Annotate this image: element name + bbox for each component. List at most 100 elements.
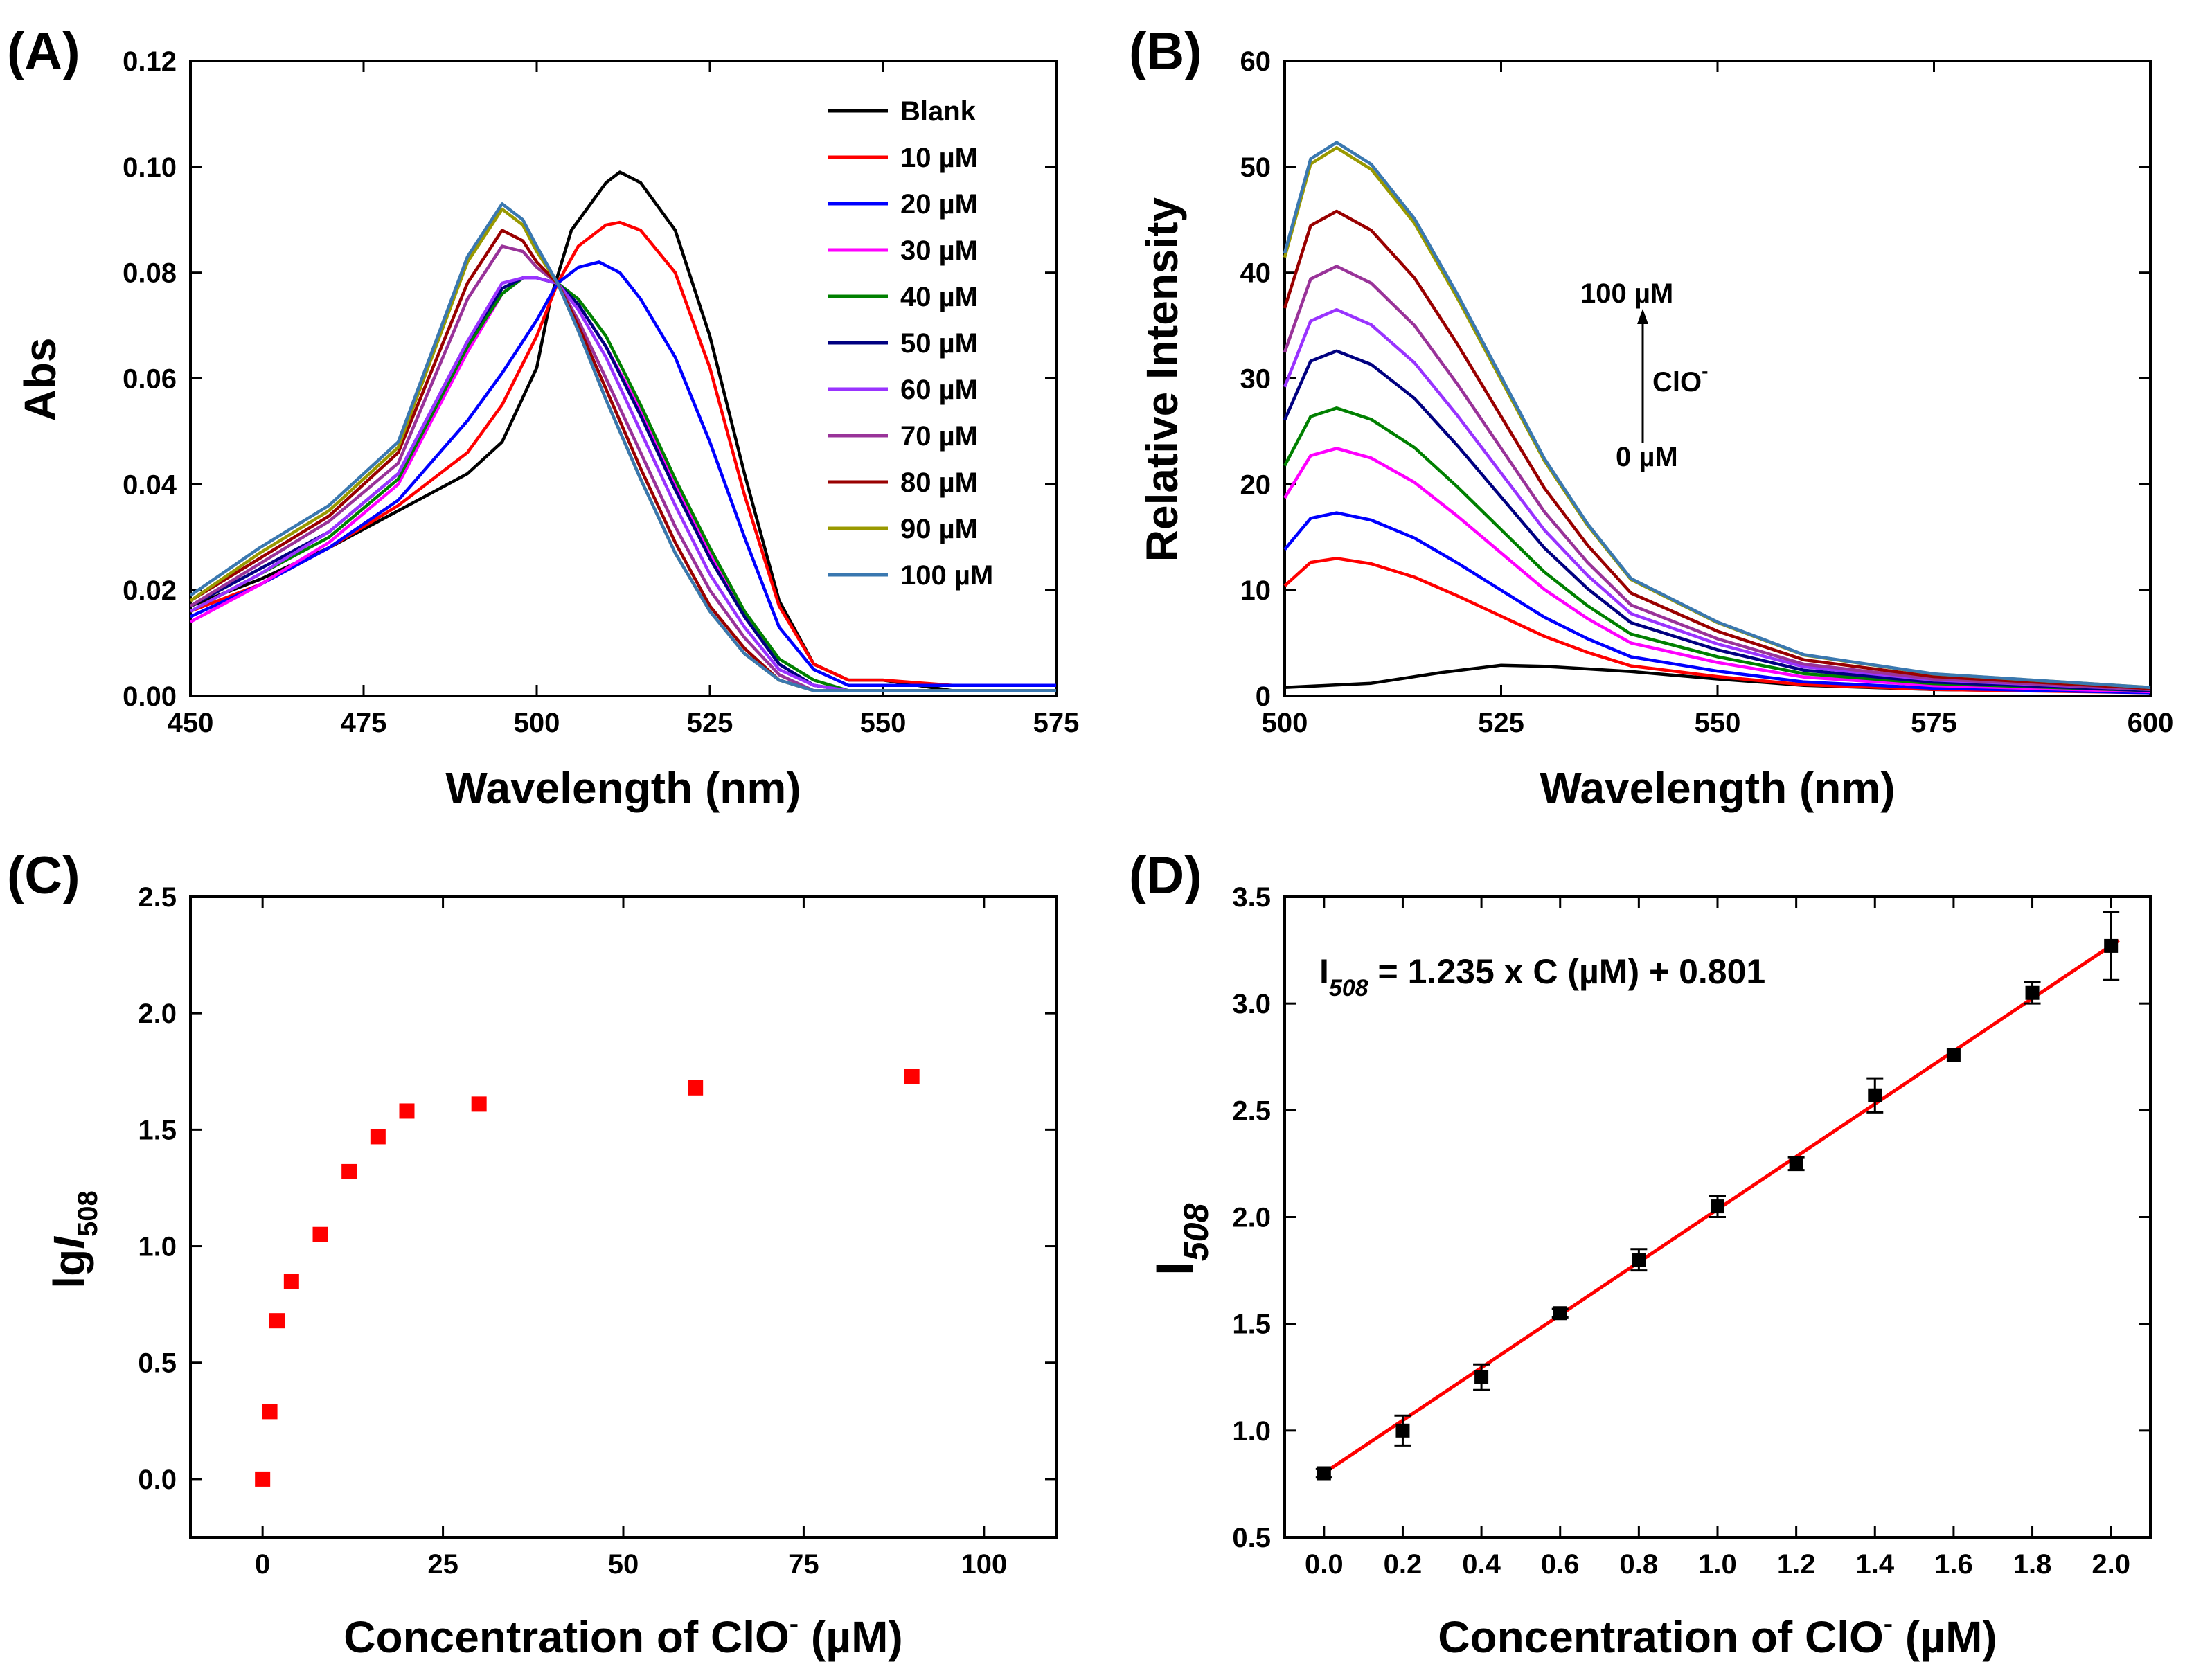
panel-b-series-line <box>1283 146 2151 690</box>
panel-c-point <box>370 1129 386 1145</box>
panel-a-ytick-label: 0.10 <box>123 152 177 183</box>
panel-c-points <box>255 1069 920 1487</box>
panel-a-ytick-label: 0.12 <box>123 46 177 77</box>
panel-d-ticks: 0.0 0.2 0.4 0.6 0.8 1.0 1.2 1.4 1.6 1.8 2.0 0.5 1.0 1… <box>1232 882 2150 1580</box>
panel-c-point <box>283 1274 299 1289</box>
panel-a-ytick-label: 0.06 <box>123 364 177 395</box>
panel-c-frame <box>189 895 1058 1539</box>
panel-b-series-line <box>1283 307 2151 692</box>
panel-a-series-line <box>189 202 1056 692</box>
panel-c-ytick-label: 0.5 <box>138 1348 177 1379</box>
panel-c-point <box>904 1069 920 1084</box>
panel-c-ylabel: lgI508 <box>44 1190 103 1288</box>
panel-c-point <box>688 1080 704 1096</box>
panel-b-xtick-label: 550 <box>1695 708 1741 738</box>
annotation-middle: ClO- <box>1652 360 1708 397</box>
panel-c-ytick-label: 1.0 <box>138 1232 177 1262</box>
annotation-arrow-head-icon <box>1637 309 1648 324</box>
panel-b: (B) 500 525 550 575 600 0 10 20 30 40 50 60 Wavelen… <box>1129 22 2173 813</box>
panel-d-point <box>2025 985 2040 1000</box>
legend-entry: Blank <box>900 96 976 127</box>
panel-b-series-line <box>1283 265 2151 692</box>
panel-a: (A) 450 475 500 525 550 575 0.00 0.02 0.04 0.06 0.… <box>7 22 1079 813</box>
panel-c-ytick-label: 1.5 <box>138 1115 177 1145</box>
panel-b-series-line <box>1283 511 2151 695</box>
legend-entry: 10 µM <box>900 143 978 173</box>
panel-d-xtick-label: 0.0 <box>1305 1549 1344 1580</box>
panel-d-ytick-label: 3.0 <box>1232 989 1271 1019</box>
panel-d-label: (D) <box>1129 846 1202 905</box>
panel-a-ytick-label: 0.08 <box>123 258 177 289</box>
panel-b-ytick-label: 0 <box>1256 681 1271 712</box>
panel-b-series-line <box>1283 349 2151 692</box>
panel-d-xtick-label: 1.4 <box>1855 1549 1894 1580</box>
panel-c-xtick-label: 0 <box>255 1549 270 1580</box>
panel-d-xtick-label: 1.8 <box>2013 1549 2052 1580</box>
panel-c-point <box>399 1103 415 1119</box>
panel-c-label: (C) <box>7 846 80 905</box>
legend-entry: 70 µM <box>900 421 978 452</box>
panel-b-series-line <box>1283 209 2151 690</box>
panel-a-xtick-label: 500 <box>514 708 560 738</box>
panel-b-series-line <box>1283 447 2151 694</box>
panel-d-ylabel: I508 <box>1145 1204 1215 1276</box>
panel-d-ytick-label: 1.5 <box>1232 1310 1271 1340</box>
panel-d-equation: I508 = 1.235 x C (µM) + 0.801 <box>1319 952 1765 1001</box>
panel-d-ytick-label: 2.5 <box>1232 1096 1271 1126</box>
panel-d-points <box>1315 911 2120 1481</box>
panel-d-xtick-label: 1.2 <box>1777 1549 1816 1580</box>
panel-c-point <box>341 1163 357 1179</box>
panel-b-series <box>1283 141 2151 695</box>
panel-b-ytick-label: 20 <box>1240 470 1272 500</box>
panel-a-series-line <box>190 260 1056 687</box>
panel-c-point <box>262 1404 278 1420</box>
panel-a-xtick-label: 575 <box>1033 708 1080 738</box>
panel-b-xtick-label: 525 <box>1478 708 1524 738</box>
panel-a-ytick-label: 0.04 <box>123 470 177 500</box>
panel-d-point <box>1317 1466 1331 1481</box>
legend-entry: 40 µM <box>900 282 978 312</box>
legend-entry: 20 µM <box>900 189 978 220</box>
panel-a-series-line <box>189 276 1056 692</box>
panel-a-ticks: 450 475 500 525 550 575 0.00 0.02 0.04 0.06 0.08 0.… <box>123 46 1079 738</box>
legend-entry: 90 µM <box>900 514 978 544</box>
panel-a-xtick-label: 475 <box>341 708 387 738</box>
panel-a-series-line <box>190 220 1056 687</box>
legend-entry: 30 µM <box>900 235 978 266</box>
panel-b-xtick-label: 500 <box>1262 708 1308 738</box>
panel-a-xtick-label: 525 <box>687 708 733 738</box>
panel-a-ytick-label: 0.02 <box>123 575 177 606</box>
panel-d-point <box>1946 1048 1961 1062</box>
panel-c-ticks: 0 25 50 75 100 0.0 0.5 1.0 1.5 2.0 2.5 <box>138 882 1056 1580</box>
panel-d-ytick-label: 3.5 <box>1232 882 1271 913</box>
panel-d-xtick-label: 0.4 <box>1462 1549 1501 1580</box>
panel-a-legend: Blank 10 µM 20 µM 30 µM 40 µM 50 µM 60 µM 70 µM… <box>828 96 993 591</box>
annotation-top: 100 µM <box>1580 278 1673 309</box>
panel-c-xlabel: Concentration of ClO- (µM) <box>344 1609 902 1662</box>
panel-d: (D) 0.0 0.2 0.4 0.6 0.8 1.0 1.2 1.4 1.6 1.8 2.0 0.5… <box>1129 846 2152 1662</box>
panel-c-point <box>269 1313 285 1329</box>
panel-d-point <box>1395 1423 1410 1438</box>
panel-d-point <box>1868 1088 1882 1102</box>
panel-d-xtick-label: 2.0 <box>2092 1549 2130 1580</box>
panel-d-point <box>1553 1306 1567 1321</box>
panel-c-xtick-label: 100 <box>961 1549 1007 1580</box>
panel-b-xtick-label: 575 <box>1911 708 1957 738</box>
panel-b-series-line <box>1283 557 2151 695</box>
legend-entry: 50 µM <box>900 328 978 359</box>
legend-entry: 100 µM <box>900 560 993 591</box>
panel-a-label: (A) <box>7 22 80 81</box>
annotation-bottom: 0 µM <box>1616 442 1678 472</box>
panel-c-xtick-label: 25 <box>427 1549 458 1580</box>
panel-d-point <box>1474 1370 1489 1384</box>
panel-b-series-line <box>1283 406 2151 692</box>
panel-b-annotation: 100 µM ClO- 0 µM <box>1580 278 1708 472</box>
panel-d-point <box>1632 1253 1646 1267</box>
panel-c-point <box>312 1226 328 1242</box>
panel-c-xtick-label: 50 <box>608 1549 639 1580</box>
panel-c: (C) 0 25 50 75 100 0.0 0.5 1.0 1.5 2.0 2.5 Concent… <box>7 846 1058 1662</box>
panel-d-xtick-label: 1.0 <box>1698 1549 1737 1580</box>
panel-a-xtick-label: 550 <box>860 708 907 738</box>
panel-b-label: (B) <box>1129 22 1202 81</box>
